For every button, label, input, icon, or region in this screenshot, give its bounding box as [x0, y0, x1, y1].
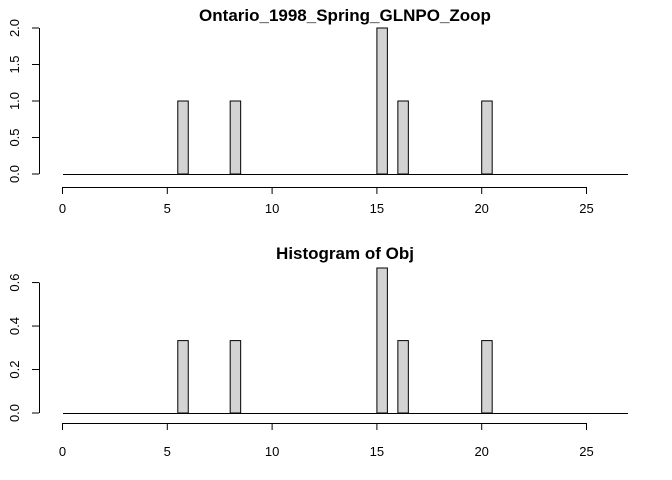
histogram-bar [177, 100, 189, 175]
histogram-bar [481, 100, 493, 175]
y-tick-label: 1.0 [7, 92, 22, 110]
histogram-bar [229, 340, 242, 414]
x-tick-label: 25 [579, 201, 593, 216]
x-tick-label: 25 [579, 444, 593, 459]
top-histogram-panel: Ontario_1998_Spring_GLNPO_Zoop 0 5 10 15 20 2… [7, 6, 628, 216]
y-tick-label: 2.0 [7, 19, 22, 37]
y-tick-label: 1.5 [7, 55, 22, 73]
x-tick-label: 20 [474, 201, 488, 216]
x-tick-label: 20 [474, 444, 488, 459]
bottom-chart-title: Histogram of Obj [276, 244, 414, 263]
y-tick-label: 0.6 [7, 274, 22, 292]
histogram-bar [229, 100, 242, 175]
histogram-bar [177, 340, 189, 414]
x-tick-label: 15 [370, 444, 384, 459]
x-tick-label: 5 [164, 444, 171, 459]
x-tick-label: 15 [370, 201, 384, 216]
histogram-bar [397, 340, 409, 414]
x-tick-label: 10 [265, 201, 279, 216]
histogram-bar [397, 100, 409, 175]
x-tick-label: 10 [265, 444, 279, 459]
x-tick-label: 0 [59, 444, 66, 459]
y-tick-label: 0.4 [7, 317, 22, 335]
y-tick-label: 0.5 [7, 128, 22, 146]
bottom-histogram-panel: Histogram of Obj 0 5 10 15 20 25 0.0 0.2 0.4 0.6 [7, 244, 628, 459]
top-chart-title: Ontario_1998_Spring_GLNPO_Zoop [199, 6, 491, 25]
histogram-bar [481, 340, 493, 414]
y-tick-label: 0.0 [7, 404, 22, 422]
histogram-bar [376, 27, 388, 175]
x-tick-label: 5 [164, 201, 171, 216]
y-tick-label: 0.0 [7, 165, 22, 183]
y-tick-label: 0.2 [7, 360, 22, 378]
x-tick-label: 0 [59, 201, 66, 216]
histogram-bar [376, 267, 388, 414]
